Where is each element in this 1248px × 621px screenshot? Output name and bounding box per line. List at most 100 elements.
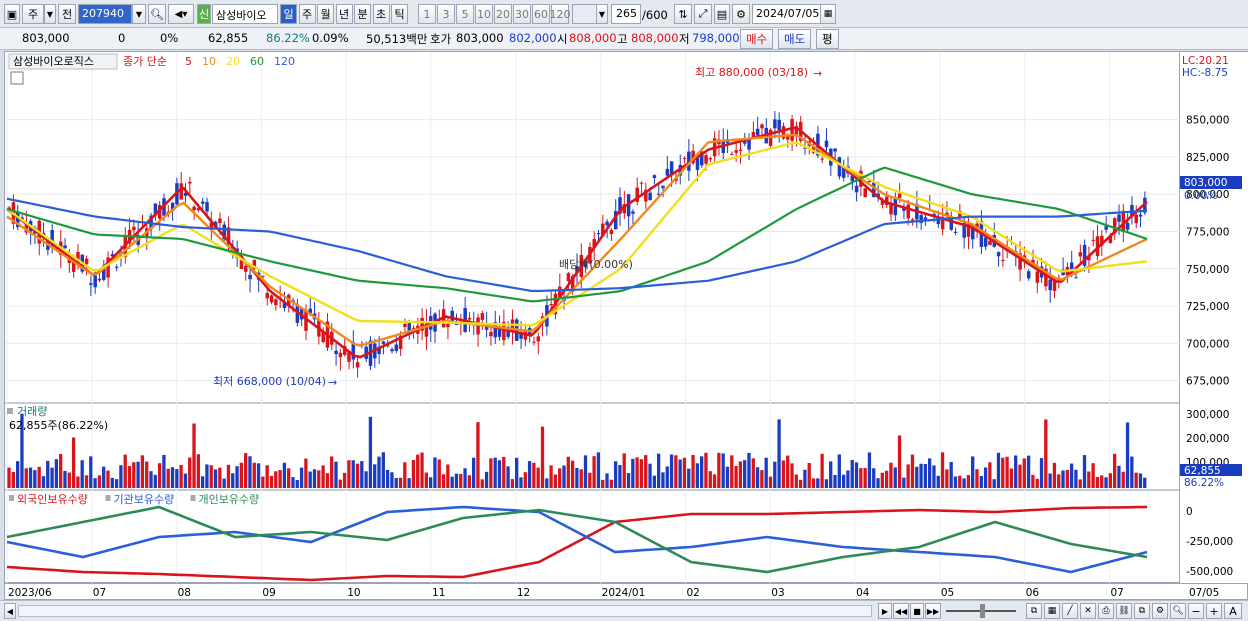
volume-bar bbox=[725, 466, 730, 488]
interval-button-10[interactable]: 10 bbox=[475, 4, 493, 24]
horizontal-scrollbar[interactable] bbox=[18, 605, 872, 617]
date-axis-end: 07/05 bbox=[1189, 587, 1219, 599]
volume-bar bbox=[691, 454, 695, 488]
volume-bar bbox=[381, 452, 385, 488]
play-icon[interactable]: ▶▶ bbox=[925, 603, 941, 619]
zoom-slider-handle[interactable] bbox=[980, 604, 985, 618]
volume-bar bbox=[755, 467, 760, 488]
candle-body bbox=[170, 202, 175, 211]
volume-bar bbox=[424, 472, 428, 488]
chart-area[interactable]: 삼성바이오로직스 종가 단순 5 10 20 60 120 최고 880,000 (03/18… bbox=[4, 51, 1181, 584]
candle-body bbox=[790, 119, 794, 141]
window-icon[interactable]: ▣ bbox=[4, 4, 20, 24]
market-dropdown-icon[interactable]: ▼ bbox=[44, 4, 56, 24]
tool-print-icon[interactable]: ⎙ bbox=[1098, 603, 1114, 619]
count-input[interactable]: 265 bbox=[611, 4, 641, 24]
volume-bar bbox=[910, 454, 915, 488]
stop-icon[interactable]: ■ bbox=[910, 603, 924, 619]
gear-icon[interactable]: ⚙ bbox=[732, 4, 750, 24]
candle-body bbox=[1048, 279, 1052, 291]
candle-body bbox=[996, 252, 1001, 257]
tool-cross-icon[interactable]: ✕ bbox=[1080, 603, 1096, 619]
interval-button-3[interactable]: 3 bbox=[437, 4, 455, 24]
candle-body bbox=[863, 188, 867, 198]
volume-bar bbox=[704, 452, 708, 488]
volume-bar bbox=[949, 461, 953, 488]
candle-body bbox=[532, 341, 536, 343]
volume-bar bbox=[110, 477, 114, 488]
period-button-3[interactable]: 년 bbox=[335, 4, 353, 24]
volume-bar bbox=[837, 454, 841, 488]
candle-body bbox=[884, 196, 889, 206]
interval-button-120[interactable]: 120 bbox=[550, 4, 571, 24]
period-button-6[interactable]: 틱 bbox=[391, 4, 408, 24]
candle-body bbox=[248, 274, 252, 280]
prev-button[interactable]: 전 bbox=[58, 4, 76, 24]
interval-button-5[interactable]: 5 bbox=[456, 4, 474, 24]
volume-bar bbox=[923, 464, 928, 488]
volume-bar bbox=[170, 467, 175, 488]
tool-grid-icon[interactable]: ▦ bbox=[1044, 603, 1060, 619]
tool-copy-icon[interactable]: ⧉ bbox=[1026, 603, 1042, 619]
volume-bar bbox=[1125, 422, 1130, 488]
volume-bar bbox=[390, 472, 394, 488]
volume-bar bbox=[609, 479, 613, 488]
tool-icon-1[interactable]: ⇅ bbox=[674, 4, 692, 24]
market-select[interactable]: 주 bbox=[22, 4, 44, 24]
candle-body bbox=[1031, 259, 1035, 264]
volume-bar bbox=[915, 466, 919, 488]
interval-button-30[interactable]: 30 bbox=[513, 4, 531, 24]
candle-body bbox=[609, 230, 614, 235]
date-axis-label: 05 bbox=[941, 587, 954, 599]
high-arrow-icon: → bbox=[813, 67, 822, 80]
candle-body bbox=[880, 201, 885, 205]
tool-link-icon[interactable]: ⛓ bbox=[1116, 603, 1132, 619]
magnifier-icon[interactable]: 🔍︎ bbox=[1170, 603, 1186, 619]
interval-dropdown-icon[interactable]: ▼ bbox=[596, 4, 608, 24]
tool-image-icon[interactable]: ⧉ bbox=[1134, 603, 1150, 619]
rewind-icon[interactable]: ◀◀ bbox=[893, 603, 909, 619]
interval-button-1[interactable]: 1 bbox=[418, 4, 436, 24]
quote-bar: 803,000 0 0% 62,855 86.22% 0.09% 50,513백… bbox=[0, 28, 1248, 50]
zoom-in-icon[interactable]: + bbox=[1206, 603, 1222, 619]
volume-bar bbox=[1005, 456, 1009, 488]
tool-line-icon[interactable]: ╱ bbox=[1062, 603, 1078, 619]
tool-icon-2[interactable]: ⤢ bbox=[694, 4, 712, 24]
volume-bar bbox=[437, 459, 441, 488]
period-button-1[interactable]: 주 bbox=[298, 4, 316, 24]
interval-button-60[interactable]: 60 bbox=[532, 4, 550, 24]
buy-button[interactable]: 매수 bbox=[740, 29, 774, 49]
volume-bar bbox=[166, 468, 170, 488]
volume-bar bbox=[743, 460, 747, 488]
volume-bar bbox=[936, 475, 940, 488]
volume-bar bbox=[553, 474, 558, 488]
volume-bar bbox=[1108, 473, 1112, 488]
code-dropdown-icon[interactable]: ▼ bbox=[132, 4, 146, 24]
candle-body bbox=[897, 193, 902, 198]
stock-code-input[interactable]: 207940 bbox=[78, 4, 132, 24]
interval-button-20[interactable]: 20 bbox=[494, 4, 512, 24]
tool-settings-icon[interactable]: ⚙ bbox=[1152, 603, 1168, 619]
eval-button[interactable]: 평 bbox=[816, 29, 839, 49]
period-button-5[interactable]: 초 bbox=[372, 4, 390, 24]
candle-body bbox=[983, 237, 988, 247]
sell-button[interactable]: 매도 bbox=[778, 29, 812, 49]
save-icon[interactable]: ▤ bbox=[714, 4, 730, 24]
chart-svg[interactable]: 삼성바이오로직스 종가 단순 5 10 20 60 120 최고 880,000 (03/18… bbox=[5, 52, 1181, 584]
search-icon[interactable]: 🔍︎ bbox=[148, 4, 166, 24]
date-input[interactable]: 2024/07/05 bbox=[752, 4, 822, 24]
scroll-left-icon[interactable]: ◀ bbox=[4, 603, 16, 619]
period-button-0[interactable]: 일 bbox=[280, 4, 297, 24]
volume-bar bbox=[11, 472, 16, 488]
candle-body bbox=[1121, 210, 1126, 232]
period-button-4[interactable]: 분 bbox=[354, 4, 371, 24]
scroll-right-icon[interactable]: ▶ bbox=[878, 603, 892, 619]
volume-bar bbox=[59, 454, 63, 488]
speaker-icon[interactable]: ◀▾ bbox=[168, 4, 194, 24]
zoom-out-icon[interactable]: − bbox=[1188, 603, 1204, 619]
text-tool-icon[interactable]: A bbox=[1224, 603, 1242, 619]
candle-body bbox=[200, 201, 205, 204]
period-button-2[interactable]: 월 bbox=[317, 4, 334, 24]
volume-bar bbox=[114, 479, 119, 488]
calendar-icon[interactable]: ▦ bbox=[820, 4, 836, 24]
